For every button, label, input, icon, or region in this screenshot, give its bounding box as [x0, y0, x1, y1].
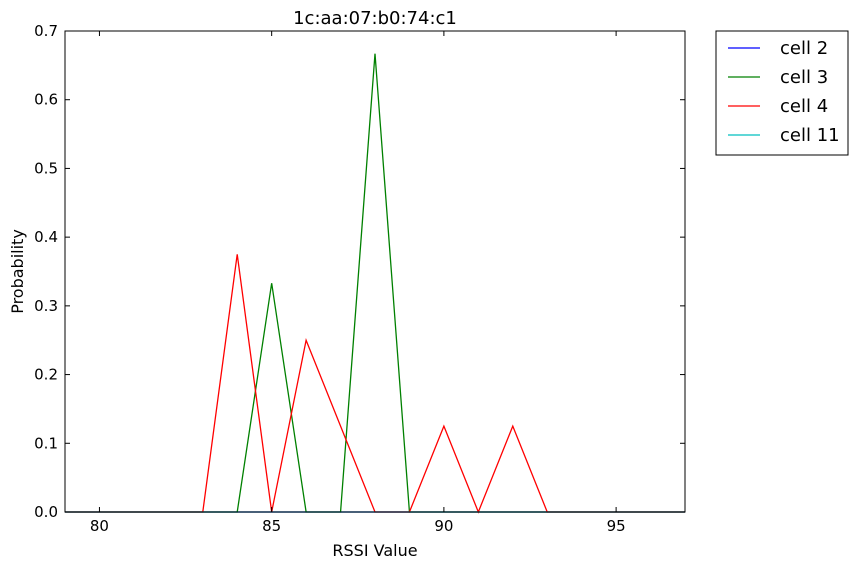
x-tick-label: 95 [607, 517, 626, 535]
legend: cell 2 cell 3 cell 4 cell 11 [715, 30, 849, 156]
y-axis-label: Probability [8, 229, 27, 314]
y-tick-label: 0.4 [34, 228, 58, 246]
y-tick-label: 0.6 [34, 91, 58, 109]
legend-label: cell 4 [780, 96, 828, 117]
plot-frame [64, 30, 686, 513]
x-tick-label: 85 [262, 517, 281, 535]
x-tick-label: 90 [434, 517, 453, 535]
series-line-cell-3 [65, 53, 685, 513]
chart-title: 1c:aa:07:b0:74:c1 [293, 8, 457, 29]
legend-label: cell 2 [780, 38, 828, 59]
y-tick-label: 0.1 [34, 434, 58, 452]
y-tick-label: 0.5 [34, 159, 58, 177]
series-line-cell-4 [65, 254, 685, 514]
legend-label: cell 3 [780, 67, 828, 88]
series-layer [65, 53, 685, 514]
y-tick-label: 0.3 [34, 297, 58, 315]
ticks-layer: 80 85 90 95 0.0 0.1 0.2 0.3 0.4 0.5 0.6 0.7 [34, 22, 685, 535]
x-tick-label: 80 [90, 517, 109, 535]
legend-box [715, 30, 849, 156]
x-axis-label: RSSI Value [332, 541, 417, 560]
y-tick-label: 0.7 [34, 22, 58, 40]
y-tick-label: 0.0 [34, 503, 58, 521]
legend-label: cell 11 [780, 125, 840, 146]
y-tick-label: 0.2 [34, 366, 58, 384]
